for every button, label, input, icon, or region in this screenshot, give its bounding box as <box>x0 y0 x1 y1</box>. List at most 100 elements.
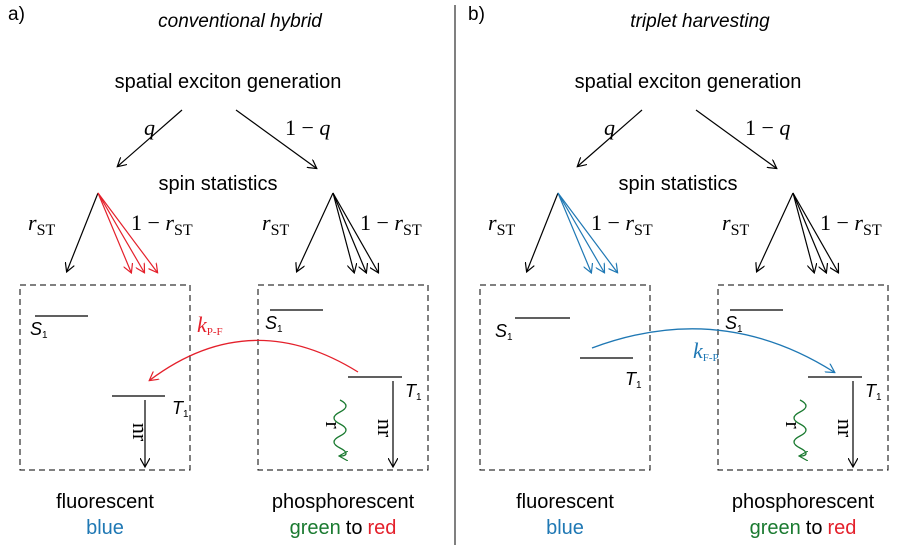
triplet-subscript: 1 <box>416 392 422 403</box>
arrow <box>67 192 99 271</box>
branch-complement: 1 − q <box>285 115 330 140</box>
arrow <box>118 109 183 166</box>
caption-color: blue <box>86 517 124 539</box>
generation: spatial exciton generation <box>115 71 342 93</box>
panel-title: conventional hybrid <box>158 11 323 32</box>
caption-color: green <box>750 517 801 539</box>
singlet: S1 <box>725 313 743 335</box>
branch-ratio: 1 − rST <box>591 210 653 239</box>
rate-subscript: P-F <box>207 326 223 338</box>
arrow <box>97 192 144 272</box>
caption-color: to <box>346 517 363 539</box>
ratio-symbol: r <box>28 210 37 235</box>
q: q <box>319 115 330 140</box>
ratio-symbol: r <box>165 210 174 235</box>
triplet-symbol: T <box>172 398 185 418</box>
caption-colors: green to red <box>290 517 397 539</box>
spin-statistics: spin statistics <box>619 173 738 195</box>
triplet-symbol: T <box>405 381 418 401</box>
arrow <box>557 192 617 272</box>
singlet-subscript: 1 <box>507 332 513 343</box>
ratio-symbol: r <box>262 210 271 235</box>
panel-label: b) <box>468 4 485 25</box>
dashed-box <box>717 284 889 471</box>
singlet-subscript: 1 <box>42 330 48 341</box>
ratio-subscript: ST <box>37 222 56 239</box>
ratio-symbol: r <box>854 210 863 235</box>
decay-label: r <box>321 421 346 429</box>
ratio-symbol: r <box>722 210 731 235</box>
caption-color: blue <box>546 517 584 539</box>
branch-q: q <box>604 115 615 140</box>
triplet: T1 <box>865 381 882 403</box>
rate-subscript: F-P <box>703 352 719 364</box>
radiative-decay <box>333 399 346 456</box>
ratio-symbol: r <box>394 210 403 235</box>
arrow <box>792 192 826 272</box>
minus: 1 − <box>285 115 319 140</box>
arrow <box>557 192 604 272</box>
ratio-subscript: ST <box>497 222 516 239</box>
arrow <box>97 192 157 272</box>
arrow <box>332 192 354 272</box>
caption: fluorescent <box>56 491 154 513</box>
arrow <box>557 192 591 272</box>
triplet-symbol: T <box>625 369 638 389</box>
dashed-box <box>479 284 651 471</box>
arrow <box>695 109 776 168</box>
decay-label: nr <box>833 419 858 438</box>
arrow <box>757 192 794 271</box>
ratio-subscript: ST <box>271 222 290 239</box>
arrow <box>332 192 366 272</box>
q: q <box>779 115 790 140</box>
minus: 1 − <box>591 210 625 235</box>
caption: fluorescent <box>516 491 614 513</box>
singlet: S1 <box>495 321 513 343</box>
caption-colors: green to red <box>750 517 857 539</box>
singlet-symbol: S <box>30 319 42 339</box>
branch-ratio: rST <box>488 210 515 239</box>
panel-label: a) <box>8 4 25 25</box>
branch-ratio: 1 − rST <box>131 210 193 239</box>
dashed-box <box>257 284 429 471</box>
caption: phosphorescent <box>272 491 415 513</box>
ratio-subscript: ST <box>403 222 422 239</box>
ratio-subscript: ST <box>634 222 653 239</box>
ratio-symbol: r <box>625 210 634 235</box>
ratio-subscript: ST <box>863 222 882 239</box>
ratio-subscript: ST <box>731 222 750 239</box>
arrow <box>578 109 643 166</box>
arrow <box>527 192 559 271</box>
branch-ratio: 1 − rST <box>360 210 422 239</box>
panel: a) conventional hybrid spatial exciton gen… <box>8 4 429 539</box>
dashed-box <box>19 284 191 471</box>
rate-symbol: k <box>197 312 208 337</box>
minus: 1 − <box>360 210 394 235</box>
minus: 1 − <box>131 210 165 235</box>
singlet-subscript: 1 <box>737 324 743 335</box>
arrow <box>297 192 334 271</box>
triplet: T1 <box>625 369 642 391</box>
branch-q: q <box>144 115 155 140</box>
decay-label: r <box>781 421 806 429</box>
spin-statistics: spin statistics <box>159 173 278 195</box>
singlet: S1 <box>30 319 48 341</box>
branch-ratio: rST <box>262 210 289 239</box>
ratio-subscript: ST <box>174 222 193 239</box>
branch-ratio: 1 − rST <box>820 210 882 239</box>
singlet-symbol: S <box>495 321 507 341</box>
triplet-subscript: 1 <box>183 409 189 420</box>
caption-color: green <box>290 517 341 539</box>
branch-ratio: rST <box>28 210 55 239</box>
caption-color: red <box>367 517 396 539</box>
arrow <box>97 192 131 272</box>
minus: 1 − <box>745 115 779 140</box>
caption-color: to <box>806 517 823 539</box>
panel: b) triplet harvesting spatial exciton gene… <box>468 4 889 539</box>
branch-ratio: rST <box>722 210 749 239</box>
radiative-decay <box>793 399 806 456</box>
transfer-rate: kP-F <box>197 312 223 338</box>
singlet: S1 <box>265 313 283 335</box>
arrow <box>792 192 814 272</box>
